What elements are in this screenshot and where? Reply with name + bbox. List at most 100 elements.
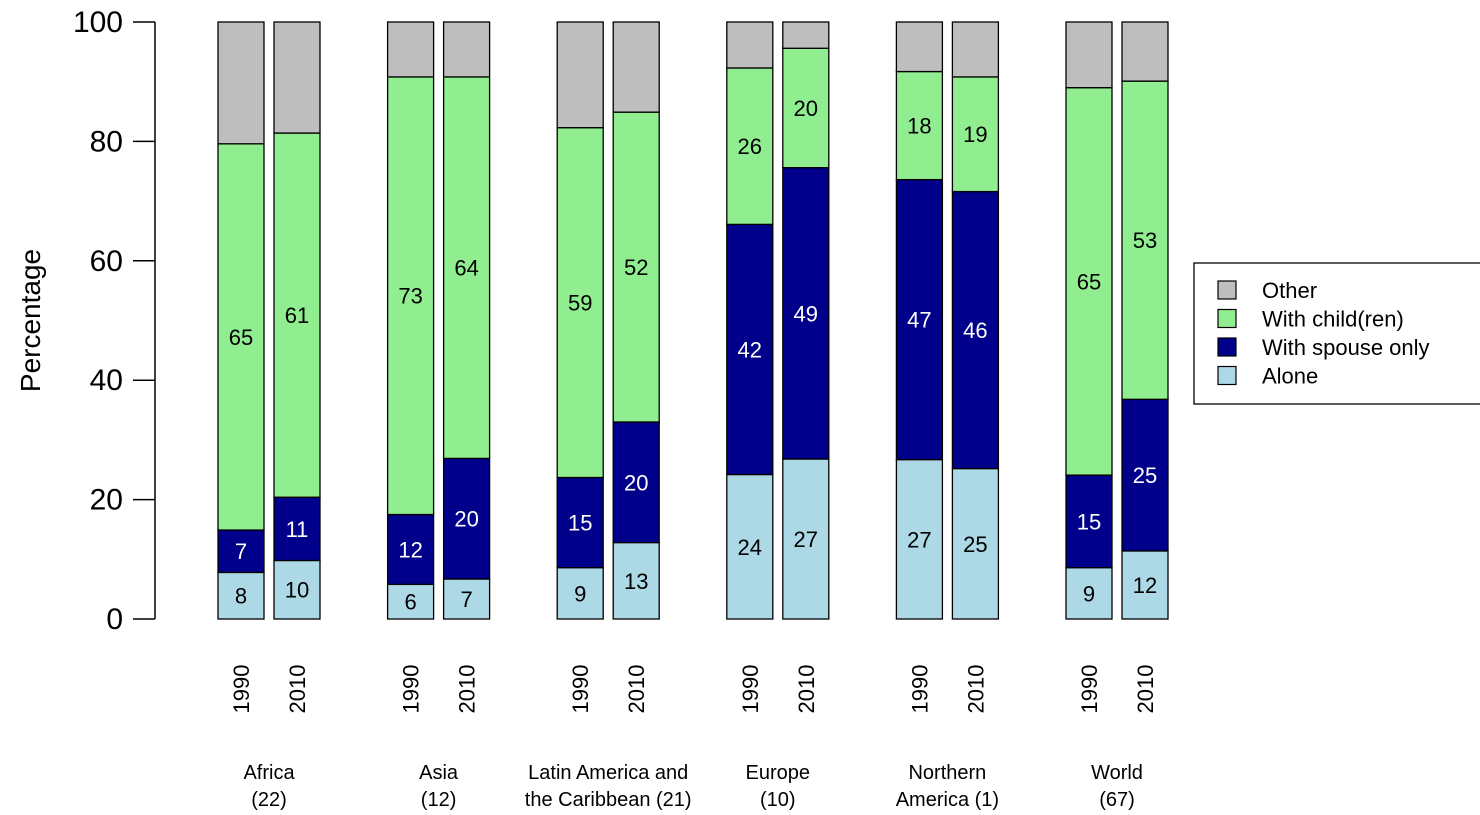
segment-value-label: 25 [963, 532, 987, 557]
group-label-count: (10) [760, 789, 796, 811]
bar-segment-spouse [726, 223, 774, 476]
segment-value-label: 13 [624, 569, 648, 594]
bar-segment-alone [386, 583, 435, 620]
segment-value-label: 59 [568, 291, 592, 316]
year-label: 2010 [455, 665, 480, 714]
segment-value-label: 65 [1077, 269, 1101, 294]
segment-value-label: 20 [624, 470, 648, 495]
stacked-bar: 9 15 59 [556, 21, 604, 620]
bar-segment-other [1065, 21, 1113, 89]
stacked-bar: 25 46 19 [951, 21, 1000, 620]
segment-value-label: 24 [738, 535, 762, 560]
segment-value-label: 12 [1133, 573, 1157, 598]
segment-value-label: 49 [794, 301, 818, 326]
stacked-bar: 24 42 26 [726, 21, 774, 620]
group-label: Europe [746, 762, 811, 784]
segment-value-label: 65 [229, 325, 253, 350]
legend-swatch-alone [1217, 365, 1237, 386]
bar-segment-children [556, 127, 604, 479]
stacked-bar: 12 25 53 [1121, 21, 1169, 620]
bar-segment-other [726, 21, 774, 69]
bar-segment-spouse [442, 457, 491, 580]
segment-value-label: 20 [794, 96, 818, 121]
bar-segment-spouse [273, 496, 321, 562]
year-label: 1990 [1077, 665, 1102, 714]
bar-group: 8 7 65 10 11 61 [217, 21, 321, 620]
group-label: Northern [908, 762, 986, 784]
stacked-bar: 10 11 61 [273, 21, 321, 620]
bar-segment-alone [273, 559, 321, 620]
segment-value-label: 9 [574, 581, 586, 606]
bar-segment-alone [951, 467, 1000, 620]
group-label: Latin America and [528, 762, 688, 784]
year-label: 1990 [738, 665, 763, 714]
bar-segment-alone [895, 458, 944, 620]
segment-value-label: 42 [738, 337, 762, 362]
stacked-bar: 7 20 64 [442, 21, 491, 620]
y-tick-label: 40 [90, 364, 123, 397]
legend-label: Other [1262, 278, 1317, 303]
segment-value-label: 47 [907, 308, 931, 333]
legend: Other With child(ren) With spouse only Alon… [1193, 262, 1480, 405]
bar-segment-other [895, 21, 944, 73]
segment-value-label: 27 [794, 527, 818, 552]
group-label-count: (12) [421, 789, 457, 811]
segment-value-label: 18 [907, 114, 931, 139]
segment-value-label: 8 [235, 584, 247, 609]
segment-value-label: 11 [286, 517, 309, 542]
bar-segment-alone [217, 571, 265, 620]
year-label: 2010 [285, 665, 310, 714]
bar-segment-alone [612, 541, 660, 620]
legend-box [1193, 262, 1480, 405]
segment-value-label: 7 [460, 587, 472, 612]
bar-segment-other [1121, 21, 1169, 82]
bar-group: 9 15 59 13 20 52 [556, 21, 660, 620]
y-tick-label: 100 [73, 6, 123, 39]
legend-label: With child(ren) [1262, 307, 1404, 332]
segment-value-label: 20 [454, 507, 478, 532]
group-label: Asia [419, 762, 459, 784]
segment-value-label: 12 [398, 537, 422, 562]
bar-segment-children [1121, 80, 1169, 400]
bar-segment-other [386, 21, 435, 78]
bar-segment-other [442, 21, 491, 78]
bar-segment-spouse [386, 513, 435, 586]
stacked-bar: 13 20 52 [612, 21, 660, 620]
y-axis: 0 20 40 60 80 100 Percentage [15, 6, 156, 636]
stacked-bar: 9 15 65 [1065, 21, 1113, 620]
bar-segment-spouse [612, 421, 660, 544]
segment-value-label: 9 [1083, 581, 1095, 606]
year-label: 2010 [1133, 665, 1158, 714]
year-label: 2010 [794, 665, 819, 714]
year-label: 1990 [907, 665, 932, 714]
bar-segment-other [951, 21, 1000, 78]
bar-segment-children [273, 132, 321, 498]
year-label: 1990 [229, 665, 254, 714]
legend-swatch-other [1217, 280, 1237, 300]
bar-group: 27 47 18 25 46 19 [895, 21, 1000, 620]
stacked-bar: 27 47 18 [895, 21, 944, 620]
group-label-count: the Caribbean (21) [525, 789, 692, 811]
segment-value-label: 15 [1077, 509, 1101, 534]
bar-segment-alone [556, 567, 604, 620]
y-axis-label: Percentage [15, 249, 46, 392]
bar-segment-children [442, 76, 491, 460]
bar-segment-children [612, 111, 660, 423]
year-label: 2010 [624, 665, 649, 714]
segment-value-label: 25 [1133, 463, 1157, 488]
bar-group: 24 42 26 27 49 20 [726, 21, 830, 620]
stacked-bar: 6 12 73 [386, 21, 435, 620]
stacked-bar: 8 7 65 [217, 21, 265, 620]
y-tick-label: 60 [90, 245, 123, 278]
group-label: Africa [243, 762, 295, 784]
legend-label: Alone [1262, 364, 1318, 389]
bar-segment-other [612, 21, 660, 113]
segment-value-label: 19 [963, 122, 987, 147]
legend-swatch-spouse [1217, 337, 1237, 357]
segment-value-label: 46 [963, 318, 987, 343]
year-label: 1990 [568, 665, 593, 714]
group-label-count: (67) [1099, 789, 1135, 811]
legend-swatch-children [1217, 308, 1237, 329]
bar-segment-alone [782, 458, 830, 620]
